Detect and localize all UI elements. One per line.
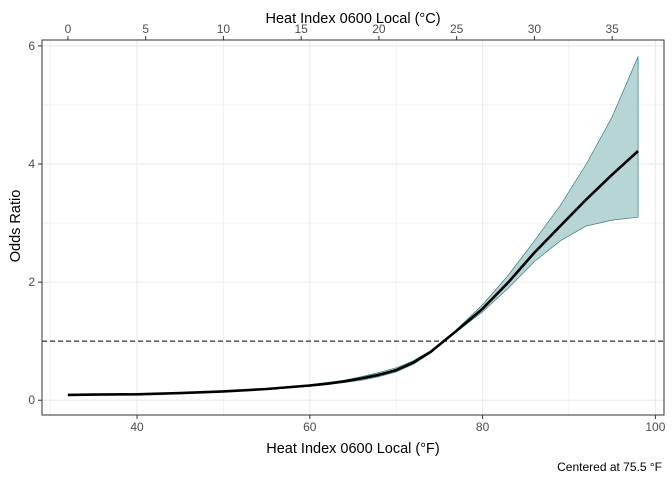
x2-tick-label: 5	[142, 22, 149, 36]
secondary-x-axis-title: Heat Index 0600 Local (°C)	[265, 11, 440, 27]
y-tick-label: 6	[28, 39, 35, 53]
y-tick-label: 2	[28, 275, 35, 289]
x-axis-title: Heat Index 0600 Local (°F)	[266, 441, 439, 457]
x2-tick-label: 35	[605, 22, 619, 36]
x-tick-label: 80	[476, 420, 490, 434]
panel-border	[41, 39, 665, 416]
gridlines	[42, 40, 664, 415]
x2-tick-label: 25	[450, 22, 464, 36]
caption: Centered at 75.5 °F	[557, 460, 662, 474]
x2-tick-label: 10	[217, 22, 231, 36]
x2-tick-label: 20	[372, 22, 386, 36]
x-tick-label: 100	[645, 420, 665, 434]
axis-ticks: 40 60 80 100 0 5 10 15 20 25 30 35 0 2 4 6	[28, 22, 665, 434]
confidence-band	[67, 56, 639, 396]
x2-tick-label: 0	[65, 22, 72, 36]
y-axis-title: Odds Ratio	[8, 190, 24, 263]
x-tick-label: 60	[303, 420, 317, 434]
x-tick-label: 40	[130, 420, 144, 434]
y-tick-label: 4	[28, 157, 35, 171]
y-tick-label: 0	[28, 393, 35, 407]
x2-tick-label: 15	[294, 22, 308, 36]
x2-tick-label: 30	[528, 22, 542, 36]
odds-ratio-line	[67, 150, 639, 397]
